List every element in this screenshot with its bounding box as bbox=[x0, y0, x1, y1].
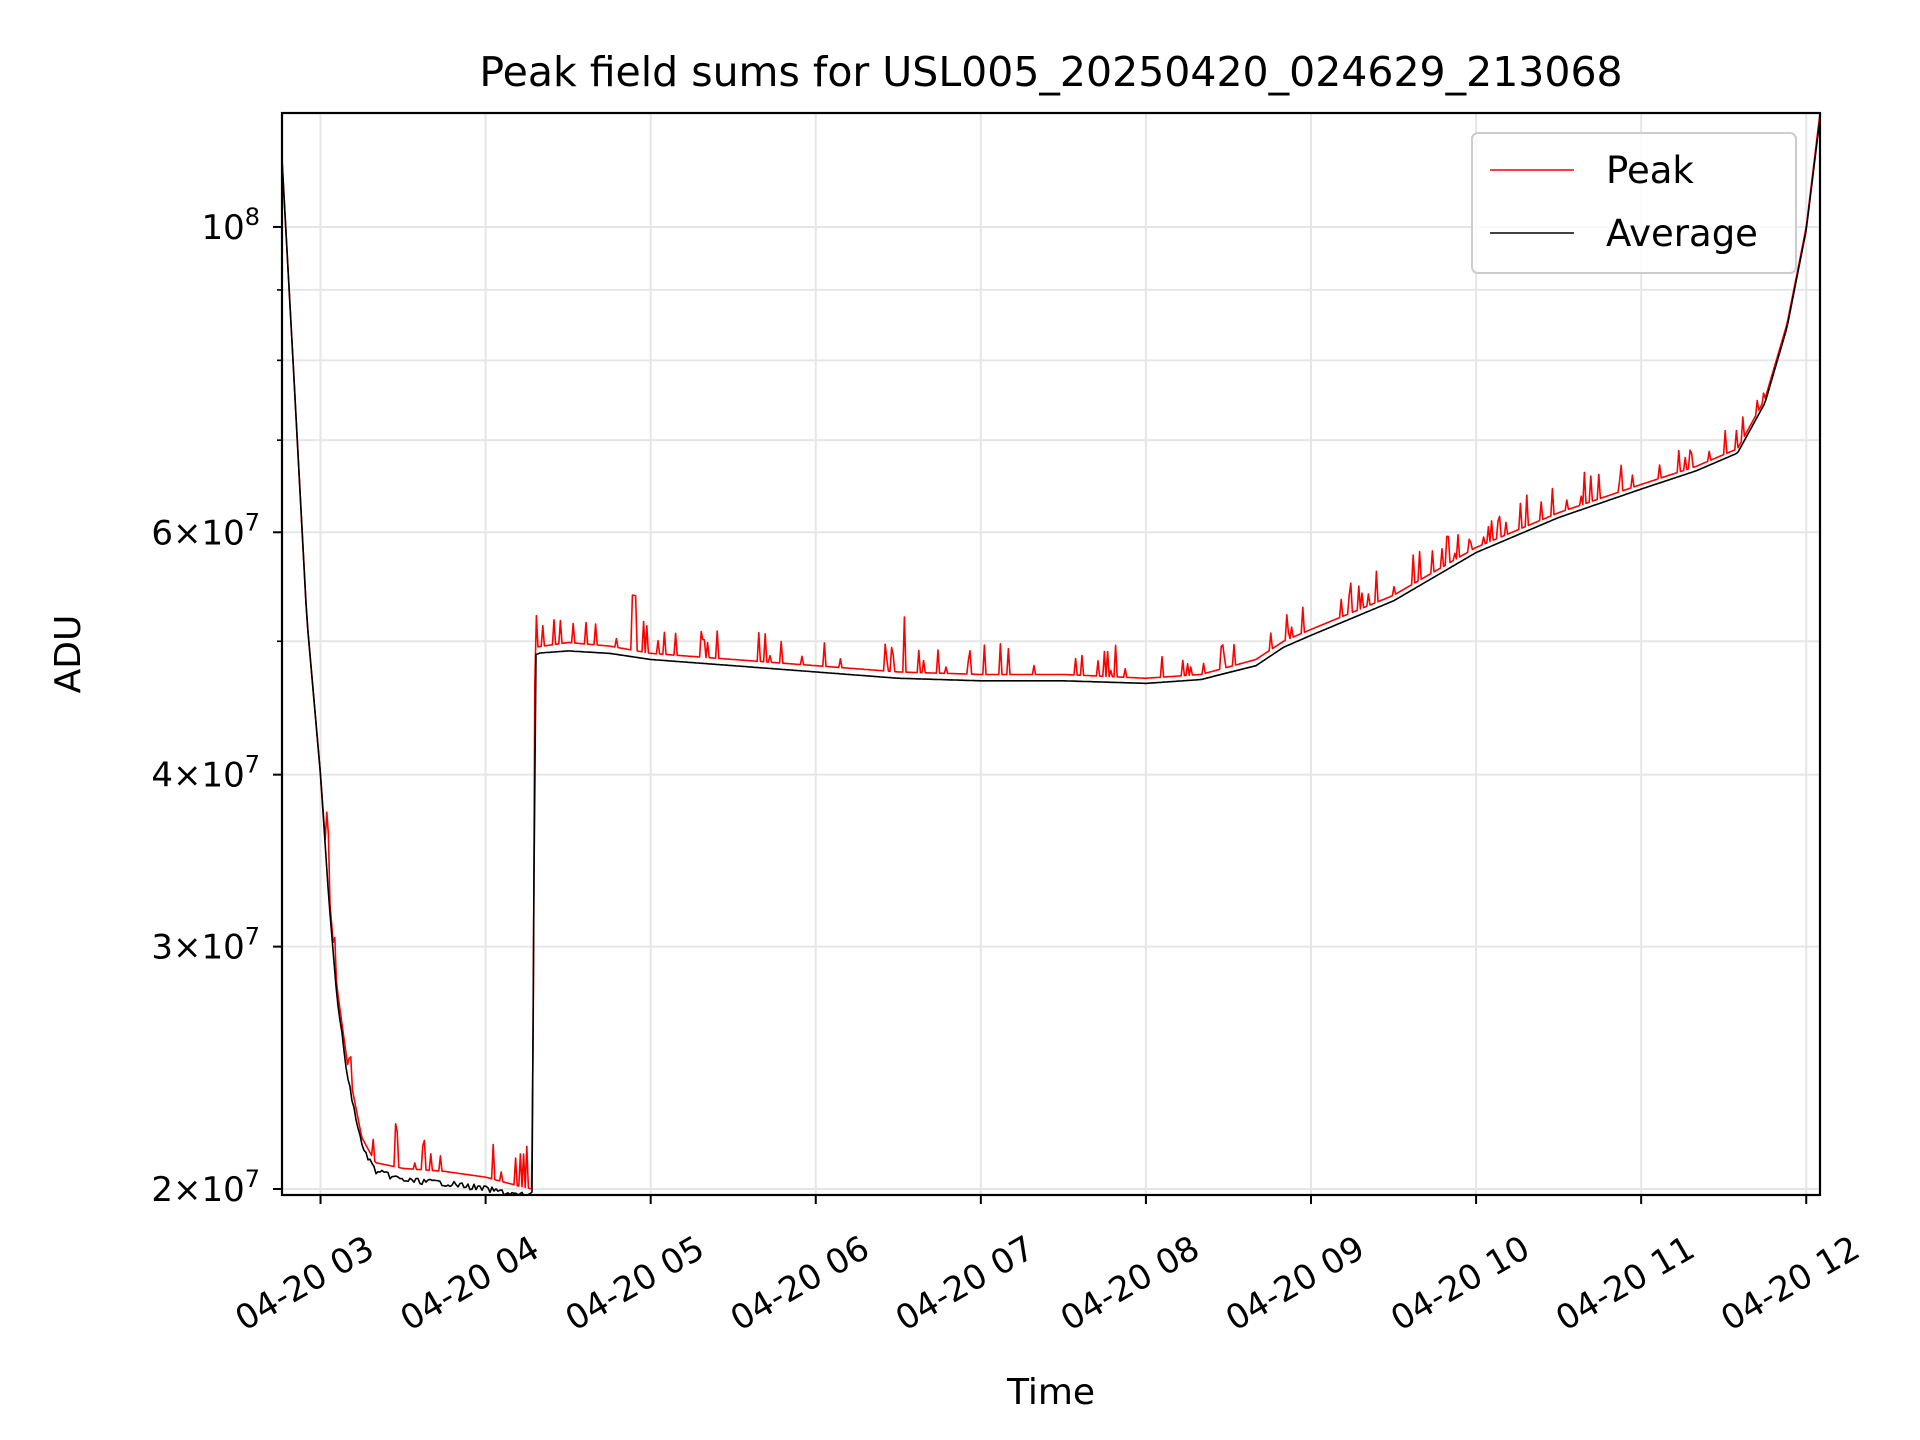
y-axis-title: ADU bbox=[48, 615, 89, 694]
y-tick-label: 2×107 bbox=[151, 1165, 260, 1210]
y-tick-label: 4×107 bbox=[151, 751, 260, 796]
y-tick-label: 108 bbox=[201, 203, 260, 248]
grid bbox=[282, 113, 1820, 1195]
y-tick-label: 3×107 bbox=[151, 923, 260, 968]
series-layer bbox=[282, 116, 1820, 1195]
legend-label-average: Average bbox=[1606, 212, 1758, 255]
plot-frame bbox=[280, 111, 1822, 1197]
y-tick-label: 6×107 bbox=[151, 508, 260, 553]
series-line-average bbox=[282, 117, 1820, 1195]
x-axis-title: Time bbox=[1006, 1372, 1095, 1413]
legend-box bbox=[1471, 132, 1797, 274]
legend-label-peak: Peak bbox=[1606, 149, 1694, 192]
series-line-peak bbox=[282, 116, 1820, 1190]
y-axis: 2×107 3×107 4×107 6×107 108 bbox=[151, 203, 282, 1210]
legend: Peak Average bbox=[1471, 132, 1797, 274]
series-average bbox=[282, 117, 1820, 1195]
chart-title: Peak field sums for USL005_20250420_0246… bbox=[479, 48, 1622, 96]
series-peak bbox=[282, 116, 1820, 1190]
